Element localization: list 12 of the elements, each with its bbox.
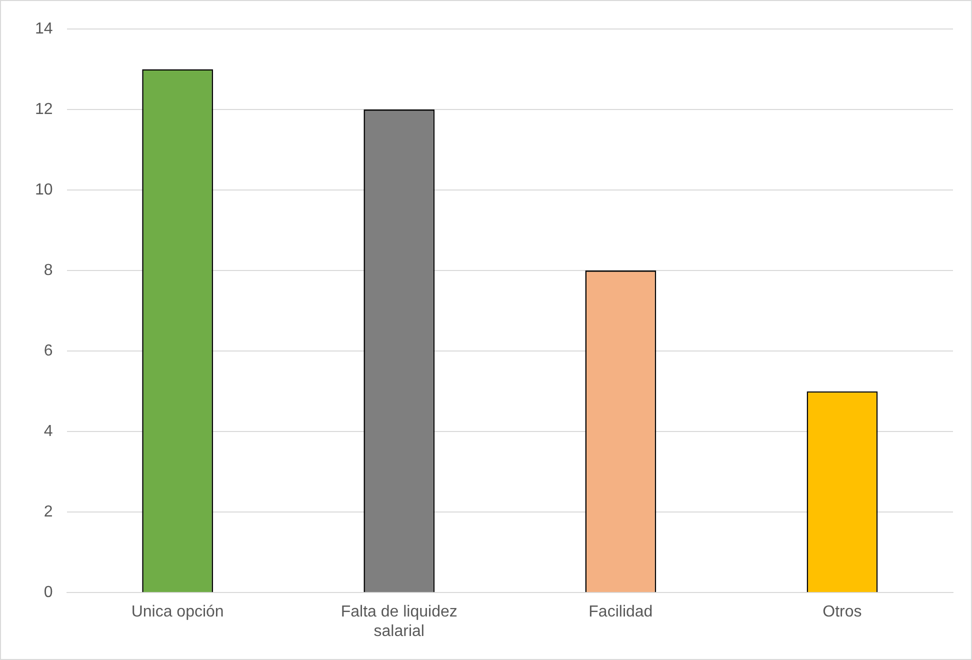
y-tick-label: 8 xyxy=(44,262,53,279)
y-tick-label: 6 xyxy=(44,342,53,360)
y-tick-label: 4 xyxy=(44,422,53,440)
y-tick-label: 0 xyxy=(44,584,53,602)
y-tick-label: 2 xyxy=(44,503,53,520)
y-tick-label: 12 xyxy=(35,100,53,118)
y-tick-label: 14 xyxy=(35,20,53,38)
x-tick-label: Falta de liquidez salarial xyxy=(340,604,458,640)
y-tick-label: 10 xyxy=(35,181,53,198)
x-tick-label: Unica opción xyxy=(131,604,224,621)
x-tick-label: Otros xyxy=(822,604,862,621)
x-tick-label: Facilidad xyxy=(588,604,653,621)
